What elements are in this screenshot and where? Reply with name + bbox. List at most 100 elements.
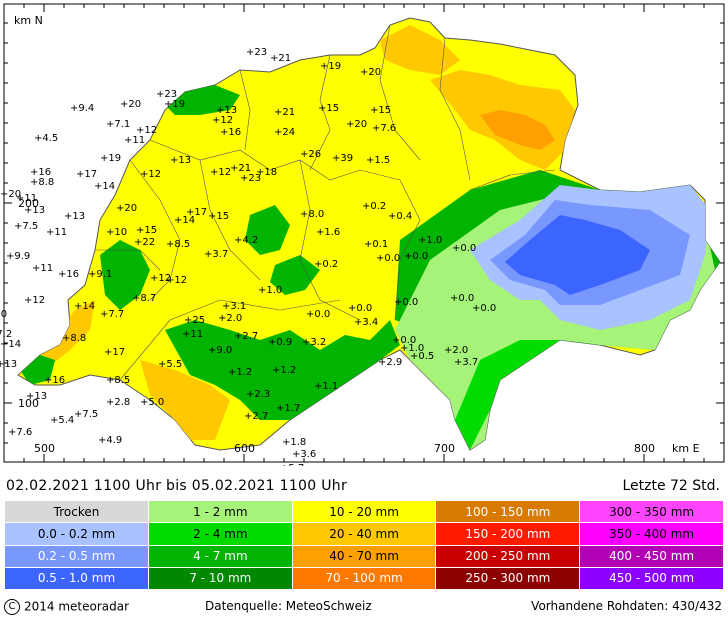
zone-orange-ne-inner (480, 110, 555, 150)
station-value: +12 (24, 295, 45, 306)
station-value: +3.2 (302, 337, 326, 348)
station-value: +2.7 (234, 331, 258, 342)
station-value: +2.0 (444, 345, 468, 356)
x-tick-label: 600 (234, 442, 255, 455)
legend-swatch: 1 - 2 mm (147, 499, 293, 524)
period-duration: Letzte 72 Std. (622, 478, 720, 494)
station-value: +0.5 (410, 351, 434, 362)
copyright-icon: C (4, 599, 20, 615)
station-value: +5.4 (50, 415, 74, 426)
station-value: +15 (370, 105, 391, 116)
legend-swatch: 0.5 - 1.0 mm (4, 566, 149, 591)
station-value: +20 (120, 99, 141, 110)
station-value: +3.1 (222, 301, 246, 312)
station-value: +8.0 (300, 209, 324, 220)
station-value: +4.2 (234, 235, 258, 246)
zone-orange-north (380, 25, 460, 75)
station-value: +14 (94, 181, 115, 192)
x-tick-labels: 500 600 700 800 (34, 442, 655, 455)
station-value: +12 (136, 125, 157, 136)
legend-swatch: 200 - 250 mm (435, 544, 581, 568)
station-value: +11 (182, 329, 203, 340)
zone-green-w (100, 240, 150, 310)
station-value: +13 (24, 205, 45, 216)
station-value: +16 (220, 127, 241, 138)
station-value: +11 (124, 135, 145, 146)
station-value: +15 (208, 211, 229, 222)
legend-swatch: 7 - 10 mm (147, 566, 293, 591)
copyright-text: 2014 meteoradar (24, 599, 130, 614)
copyright: C 2014 meteoradar (4, 599, 129, 615)
station-value: +5.0 (140, 397, 164, 408)
y-tick-label: 100 (18, 397, 39, 410)
station-value: +1.2 (228, 367, 252, 378)
station-value: +0.2 (362, 201, 386, 212)
station-value: +13 (0, 359, 17, 370)
station-value: +19 (100, 153, 121, 164)
station-value: +16 (44, 375, 65, 386)
station-value: +0.0 (394, 297, 418, 308)
y-tick-labels: 200 100 (18, 197, 39, 410)
legend-row: 0.0 - 0.2 mm 2 - 4 mm 20 - 40 mm 150 - 200 … (4, 522, 724, 546)
station-values: +23+21+19+20+20+23+19+13+12+16+21 +15 +15+… (0, 47, 496, 466)
zone-green-center2 (270, 255, 320, 295)
station-value: +18 (256, 167, 277, 178)
legend-swatch: 70 - 100 mm (291, 566, 437, 591)
station-value: +23 (246, 47, 267, 58)
station-value: +13 (64, 211, 85, 222)
station-value: +19 (164, 99, 185, 110)
station-value: +0.0 (376, 253, 400, 264)
legend-swatch: 0.2 - 0.5 mm (4, 544, 149, 568)
station-value: +0.1 (364, 239, 388, 250)
legend-swatch: 40 - 70 mm (291, 544, 437, 568)
period-range: 02.02.2021 1100 Uhr bis 05.02.2021 1100 … (6, 478, 347, 494)
station-value: +7.6 (372, 123, 396, 134)
station-value: +0.2 (314, 259, 338, 270)
station-value: +15 (318, 103, 339, 114)
station-value: +0.0 (404, 251, 428, 262)
zone-green-center (245, 205, 290, 255)
footer: C 2014 meteoradar Datenquelle: MeteoSchwe… (0, 596, 728, 618)
station-value: +17 (186, 207, 207, 218)
station-value: +1.8 (282, 437, 306, 448)
station-value: +12 (210, 167, 231, 178)
data-source: Datenquelle: MeteoSchweiz (205, 599, 372, 613)
station-value: +24 (274, 127, 295, 138)
station-value: +4.9 (98, 435, 122, 446)
station-value: +2.0 (218, 313, 242, 324)
station-value: +26 (300, 149, 321, 160)
legend-swatch: 450 - 500 mm (579, 566, 724, 591)
legend-swatch: 20 - 40 mm (291, 522, 437, 546)
legend-swatch: 4 - 7 mm (147, 544, 293, 568)
station-value: +7.2 (0, 329, 12, 340)
legend-swatch: 300 - 350 mm (579, 499, 724, 524)
legend-swatch: 150 - 200 mm (435, 522, 581, 546)
station-value: +0.0 (452, 243, 476, 254)
station-value: +0.0 (392, 335, 416, 346)
station-value: +11 (16, 193, 37, 204)
legend-swatch: 350 - 400 mm (579, 522, 724, 546)
station-value: +10 (0, 309, 7, 320)
station-value: +0.0 (306, 309, 330, 320)
station-value: +12 (166, 275, 187, 286)
station-value: +13 (26, 391, 47, 402)
station-value: +5.7 (280, 463, 304, 466)
station-value: +7.1 (106, 119, 130, 130)
station-value: +3.7 (204, 249, 228, 260)
station-value: +21 (274, 107, 295, 118)
station-value: +12 (212, 115, 233, 126)
station-value: +7.7 (100, 309, 124, 320)
zone-green-bright (455, 340, 600, 450)
station-value: +20 (360, 67, 381, 78)
legend-swatch: 10 - 20 mm (291, 499, 437, 524)
station-value: +2.8 (106, 397, 130, 408)
station-value: +21 (270, 53, 291, 64)
station-value: +0.4 (388, 211, 412, 222)
station-value: +14 (0, 339, 21, 350)
station-value: +12 (140, 169, 161, 180)
station-value: +0.0 (472, 303, 496, 314)
precipitation-legend: Trocken 1 - 2 mm 10 - 20 mm 100 - 150 mm 300… (4, 499, 724, 591)
station-value: +2.9 (378, 357, 402, 368)
axis-label-north: km N (14, 14, 43, 27)
station-value: +20 (346, 119, 367, 130)
